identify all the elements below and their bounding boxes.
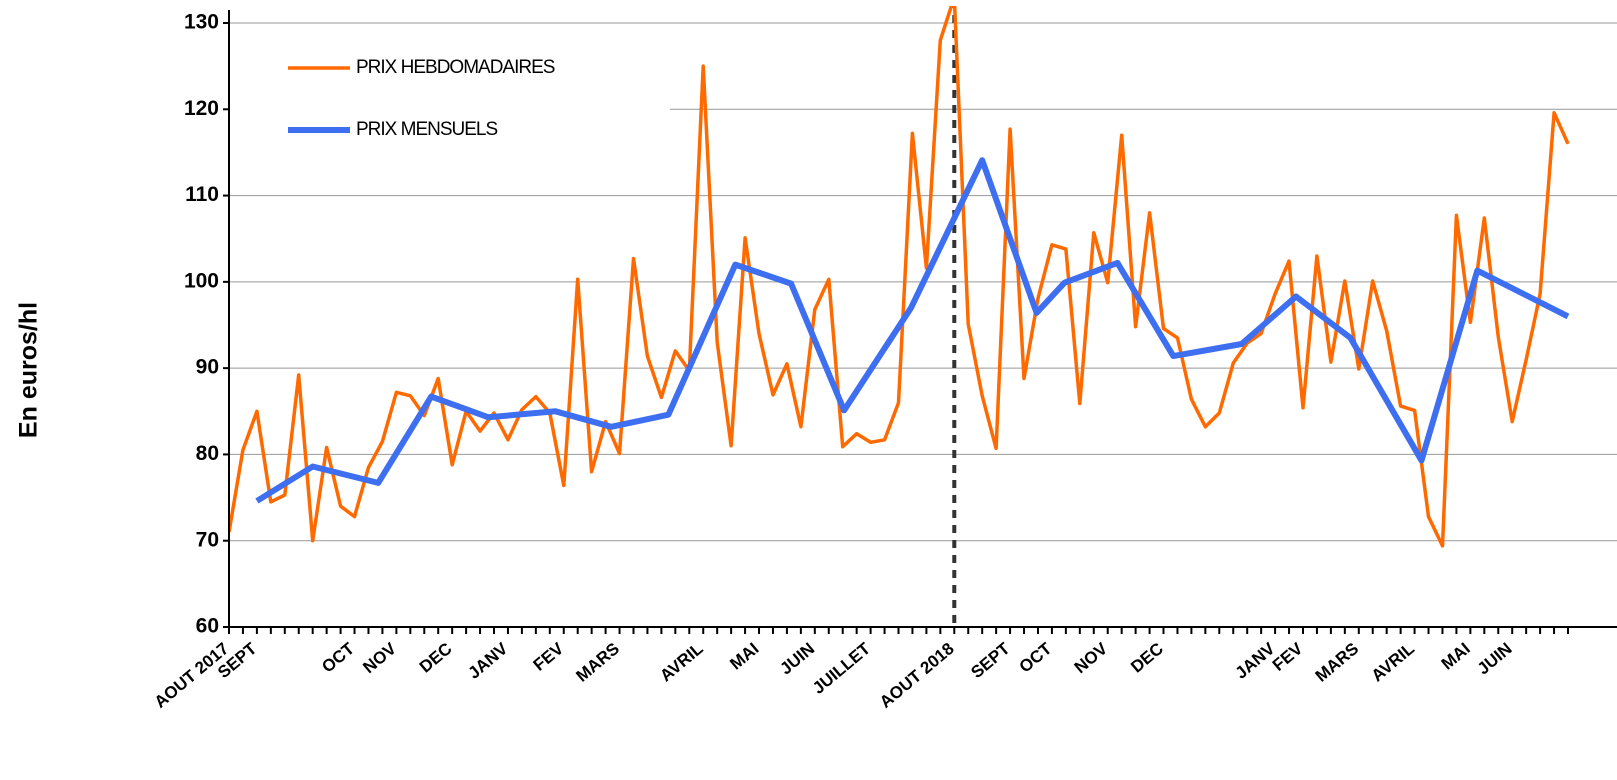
y-axis-label: En euros/hl: [15, 302, 43, 438]
x-tick-label: AVRIL: [1368, 639, 1418, 686]
legend-label: PRIX HEBDOMADAIRES: [356, 57, 555, 78]
x-tick-label: OCT: [1016, 639, 1056, 677]
x-tick-label: MAI: [726, 639, 762, 674]
legend-label: PRIX MENSUELS: [356, 119, 497, 140]
x-tick-label: JUIN: [776, 639, 818, 678]
series-line: [229, 6, 1570, 548]
x-tick-label: JUIN: [1474, 639, 1516, 678]
y-tick-label: 130: [184, 11, 219, 34]
x-tick-label: MARS: [572, 639, 623, 686]
series-line: [255, 157, 1570, 504]
x-tick-label: MAI: [1438, 639, 1474, 674]
y-tick-label: 120: [184, 97, 219, 120]
grid: [229, 22, 1617, 542]
legend-box: [230, 30, 670, 160]
x-tick-label: JANV: [464, 639, 511, 683]
y-tick-label: 80: [196, 442, 219, 465]
x-tick-label: FEV: [1269, 639, 1307, 675]
y-tick-label: 90: [196, 356, 219, 379]
x-tick-label: AOUT 2018: [876, 639, 958, 712]
y-tick-label: 100: [184, 269, 219, 292]
x-tick-label: OCT: [318, 639, 358, 677]
y-tick-label: 110: [185, 183, 219, 206]
y-tick-label: 60: [196, 615, 219, 638]
x-tick-label: MARS: [1312, 639, 1363, 686]
x-tick-label: DEC: [416, 639, 456, 677]
x-tick-label: JUILLET: [809, 639, 875, 698]
x-tick-label: NOV: [359, 639, 400, 678]
x-tick-label: NOV: [1071, 639, 1112, 678]
x-tick-label: FEV: [530, 639, 568, 675]
x-tick-label: DEC: [1127, 639, 1167, 677]
x-tick-label: AVRIL: [656, 639, 706, 686]
y-tick-label: 70: [196, 528, 219, 551]
plot-area: [229, 6, 1570, 627]
x-tick-label: SEPT: [967, 639, 1014, 682]
